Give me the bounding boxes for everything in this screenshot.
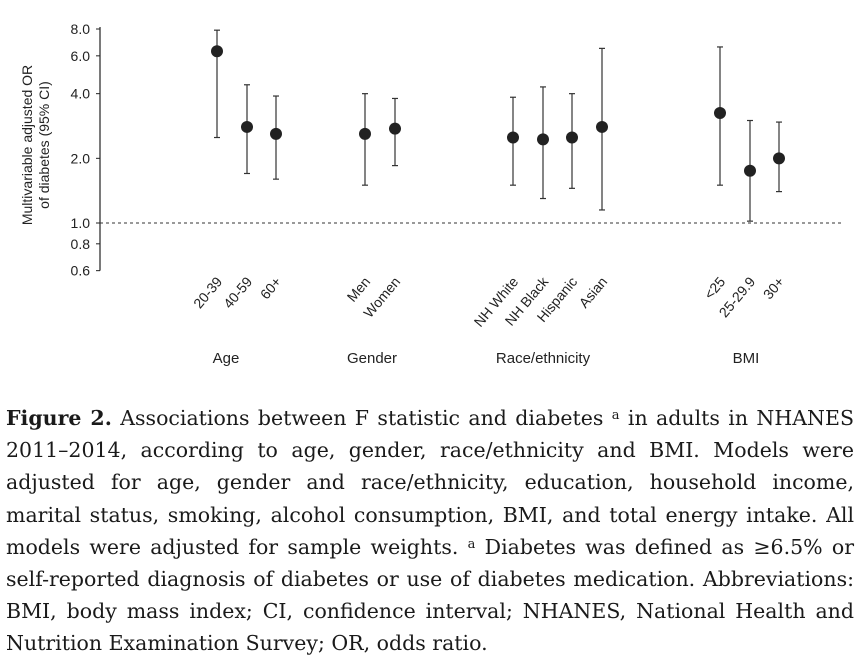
or-point <box>241 120 253 133</box>
category-label: 60+ <box>257 274 285 302</box>
y-tick-label: 2.0 <box>71 150 91 166</box>
or-point <box>389 122 401 135</box>
y-tick-label: 1.0 <box>71 215 91 231</box>
or-point <box>714 107 726 120</box>
y-tick-label: 0.6 <box>71 263 91 279</box>
y-tick-label: 0.8 <box>71 236 91 252</box>
y-axis-label: Multivariable adjusted OR of diabetes (95… <box>19 65 52 225</box>
y-tick-label: 4.0 <box>71 86 91 102</box>
y-axis: 0.6 0.8 1.0 2.0 4.0 6.0 8.0 <box>71 21 101 279</box>
group-label: Age <box>213 350 240 367</box>
category-label: 40-59 <box>220 273 255 311</box>
caption-text-3: Diabetes was defined as ≥6.5% or self-re… <box>6 534 854 656</box>
group-label: BMI <box>733 350 760 367</box>
forest-plot: Multivariable adjusted OR of diabetes (95… <box>19 21 842 367</box>
or-point <box>596 120 608 133</box>
category-label: 30+ <box>760 274 788 302</box>
category-label: Asian <box>576 274 611 311</box>
or-point <box>744 164 756 177</box>
data-marks <box>211 29 785 222</box>
group-label: Race/ethnicity <box>496 350 591 367</box>
y-axis-title-line: of diabetes (95% CI) <box>36 81 52 209</box>
or-point <box>211 45 223 58</box>
or-point <box>359 127 371 140</box>
footnote-marker: a <box>467 536 476 552</box>
y-tick-label: 8.0 <box>71 21 91 37</box>
y-tick-label: 6.0 <box>71 48 91 64</box>
category-label: <25 <box>701 273 729 302</box>
or-point <box>270 127 282 140</box>
caption-text-2: in adults in NHANES 2011–2014, according… <box>6 406 855 559</box>
or-point <box>773 152 785 165</box>
y-axis-title-line: Multivariable adjusted OR <box>19 65 35 225</box>
footnote-marker: a <box>611 408 620 423</box>
category-label: 20-39 <box>190 273 225 311</box>
group-labels: Age Gender Race/ethnicity BMI <box>213 350 760 367</box>
group-label: Gender <box>347 350 397 367</box>
or-point <box>566 131 578 144</box>
caption-text-1: Associations between F statistic and dia… <box>111 406 612 430</box>
figure-label: Figure 2. <box>6 406 112 430</box>
or-point <box>507 131 519 144</box>
figure-caption: Figure 2. Associations between F statist… <box>6 402 854 660</box>
or-point <box>537 133 549 146</box>
